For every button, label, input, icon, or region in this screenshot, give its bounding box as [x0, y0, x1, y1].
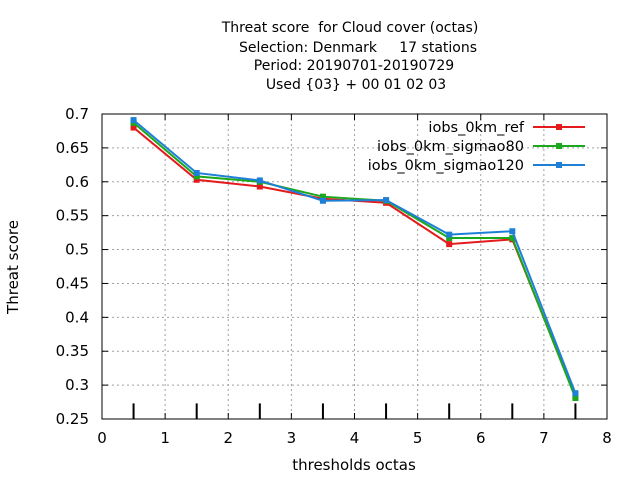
legend-label: iobs_0km_sigmao80 — [377, 139, 524, 155]
x-tick-label: 5 — [413, 429, 423, 447]
data-point — [256, 177, 263, 184]
data-point — [446, 235, 453, 242]
data-point — [319, 193, 326, 200]
legend-swatch-marker — [556, 162, 562, 168]
title-line-2: Selection: Denmark 17 stations — [239, 40, 477, 56]
y-tick-label: 0.3 — [65, 376, 89, 394]
y-tick-label: 0.35 — [56, 342, 89, 360]
legend-entry: iobs_0km_ref — [428, 120, 585, 136]
legend: iobs_0km_ref iobs_0km_sigmao80 iobs_0km_si… — [368, 120, 585, 174]
legend-swatch-marker — [556, 143, 562, 149]
x-tick-labels: 0 1 2 3 4 5 6 7 8 — [97, 429, 612, 447]
data-point — [319, 197, 326, 204]
axis-ticks — [101, 113, 608, 420]
x-tick-label: 7 — [539, 429, 549, 447]
series-lines — [130, 117, 579, 401]
y-tick-label: 0.6 — [65, 173, 89, 191]
y-tick-label: 0.7 — [65, 105, 89, 123]
x-tick-label: 3 — [287, 429, 297, 447]
data-point — [130, 117, 137, 124]
series-iobs_0km_sigmao120 — [130, 117, 579, 397]
x-tick-label: 0 — [97, 429, 107, 447]
legend-entry: iobs_0km_sigmao80 — [377, 139, 585, 155]
data-point — [509, 235, 516, 242]
data-point — [383, 197, 390, 204]
x-tick-label: 8 — [602, 429, 612, 447]
title-line-4: Used {03} + 00 01 02 03 — [266, 77, 446, 93]
data-point — [446, 241, 453, 248]
y-tick-label: 0.55 — [56, 207, 89, 225]
legend-label: iobs_0km_sigmao120 — [368, 158, 524, 174]
threshold-bars — [132, 403, 577, 419]
chart-title: Threat score for Cloud cover (octas) Sel… — [221, 20, 479, 93]
x-tick-label: 1 — [160, 429, 170, 447]
x-axis-label: thresholds octas — [292, 456, 416, 474]
data-point — [446, 231, 453, 238]
title-line-3: Period: 20190701-20190729 — [254, 58, 454, 74]
x-tick-label: 4 — [350, 429, 360, 447]
data-point — [130, 124, 137, 131]
y-tick-label: 0.4 — [65, 308, 89, 326]
title-line-1: Threat score for Cloud cover (octas) — [221, 20, 479, 36]
legend-swatch-marker — [556, 124, 562, 130]
data-point — [572, 390, 579, 397]
data-point — [572, 394, 579, 401]
y-axis-label: Threat score — [4, 220, 22, 315]
y-tick-labels: 0.25 0.3 0.35 0.4 0.45 0.5 0.55 0.6 0.65 0.7 — [56, 105, 89, 428]
y-tick-label: 0.25 — [56, 410, 89, 428]
y-tick-label: 0.65 — [56, 139, 89, 157]
y-tick-label: 0.45 — [56, 274, 89, 292]
series-line — [132, 122, 577, 399]
x-tick-label: 6 — [476, 429, 486, 447]
data-point — [509, 228, 516, 235]
data-point — [256, 183, 263, 190]
data-point — [193, 176, 200, 183]
y-tick-label: 0.5 — [65, 241, 89, 259]
legend-entry: iobs_0km_sigmao120 — [368, 158, 585, 174]
legend-label: iobs_0km_ref — [428, 120, 524, 136]
data-point — [193, 169, 200, 176]
series-line — [132, 119, 577, 394]
x-tick-label: 2 — [223, 429, 233, 447]
data-point — [193, 173, 200, 180]
